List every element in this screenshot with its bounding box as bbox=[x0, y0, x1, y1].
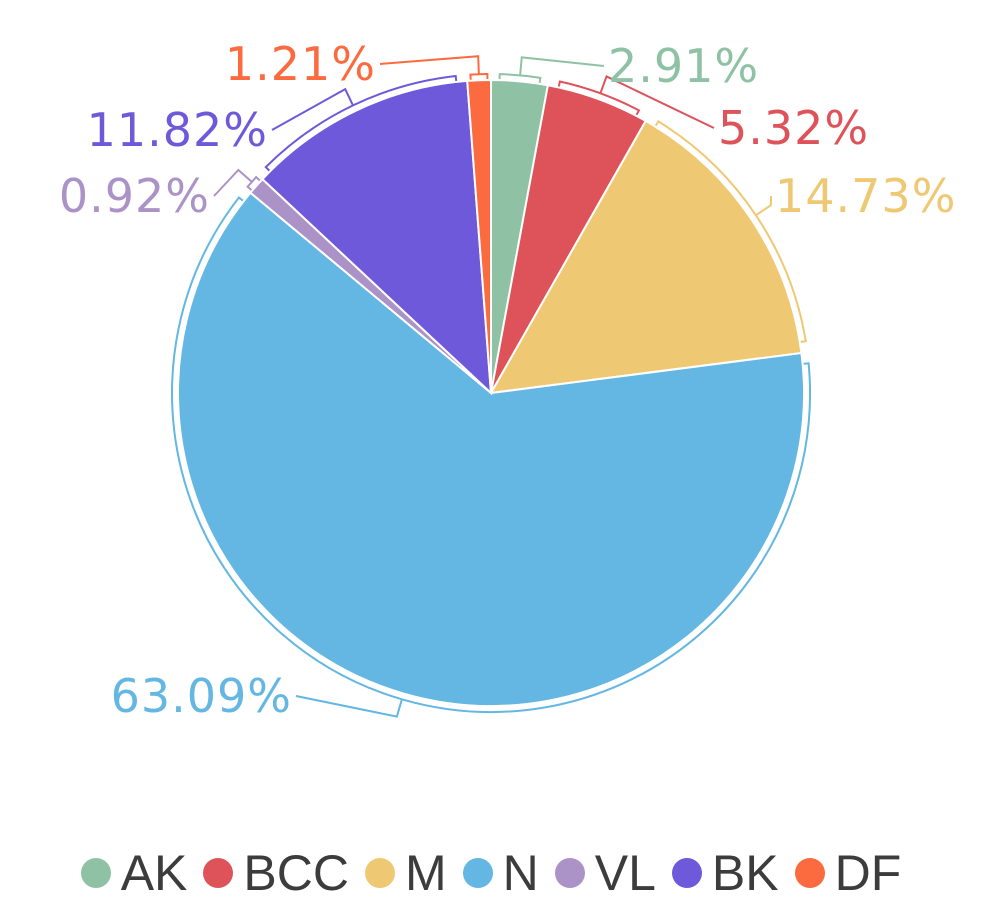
leader-line-n bbox=[171, 196, 811, 718]
legend-swatch bbox=[80, 858, 111, 888]
legend-label: DF bbox=[834, 845, 902, 901]
legend-item-m: M bbox=[364, 844, 447, 902]
slice-label-m: 14.73% bbox=[775, 169, 956, 223]
legend-label: N bbox=[502, 845, 539, 901]
legend-label: BCC bbox=[243, 845, 349, 901]
slice-label-n: 63.09% bbox=[111, 669, 292, 723]
pie-chart-svg: 2.91% 5.32% 14.73% 63.09% 0.92% 11.82% 1.21% bbox=[59, 37, 956, 723]
legend-item-ak: AK bbox=[80, 844, 188, 902]
slice-label-df: 1.21% bbox=[225, 37, 376, 91]
pie-chart: 2.91% 5.32% 14.73% 63.09% 0.92% 11.82% 1.21% bbox=[59, 37, 956, 723]
leader-line-ak bbox=[498, 56, 605, 83]
legend-item-bk: BK bbox=[671, 844, 779, 902]
pie-slice-bk bbox=[261, 79, 493, 396]
legend-swatch bbox=[203, 858, 234, 888]
leader-line-m bbox=[654, 120, 807, 344]
pie-slice-m bbox=[489, 119, 803, 395]
pie-slices bbox=[177, 78, 805, 707]
legend-swatch bbox=[364, 858, 395, 888]
legend-item-bcc: BCC bbox=[203, 844, 349, 902]
legend-item-df: DF bbox=[794, 844, 902, 902]
legend-label: VL bbox=[594, 845, 656, 901]
pie-slice-n bbox=[177, 191, 805, 707]
legend-item-vl: VL bbox=[554, 844, 656, 902]
pie-slice-df bbox=[466, 78, 492, 394]
leader-line-bk bbox=[264, 74, 458, 172]
legend-swatch bbox=[671, 858, 702, 888]
slice-labels: 2.91% 5.32% 14.73% 63.09% 0.92% 11.82% 1.21% bbox=[59, 37, 956, 723]
legend-swatch bbox=[462, 858, 493, 888]
leader-line-df bbox=[379, 55, 489, 80]
legend-item-n: N bbox=[462, 844, 539, 902]
slice-label-ak: 2.91% bbox=[608, 39, 759, 93]
leader-line-bcc bbox=[557, 75, 715, 129]
slice-label-vl: 0.92% bbox=[59, 169, 210, 223]
legend-swatch bbox=[554, 858, 585, 888]
leader-line-vl bbox=[213, 168, 261, 197]
chart-legend: AK BCC M N VL BK DF bbox=[0, 838, 982, 908]
slice-label-bk: 11.82% bbox=[87, 103, 268, 157]
slice-label-bcc: 5.32% bbox=[718, 101, 869, 155]
legend-label: BK bbox=[711, 845, 779, 901]
legend-label: M bbox=[404, 845, 447, 901]
legend-swatch bbox=[794, 858, 825, 888]
label-leader-lines bbox=[171, 55, 811, 718]
legend-label: AK bbox=[120, 845, 188, 901]
